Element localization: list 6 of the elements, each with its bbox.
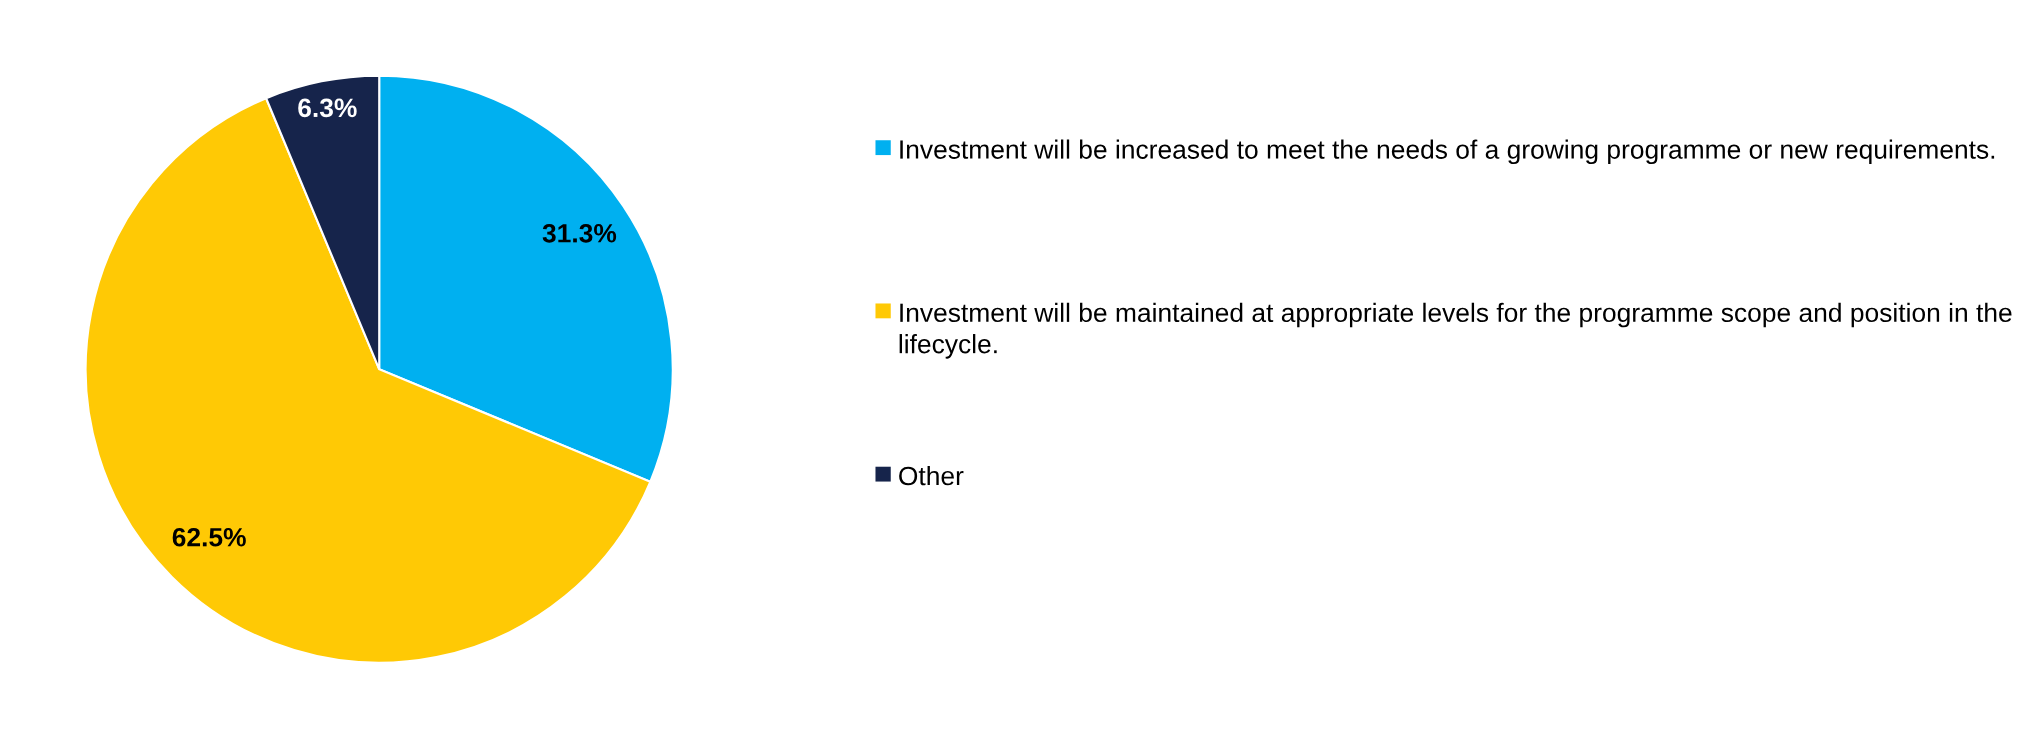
legend-label: Investment will be increased to meet the needs of a growing programme or new requirements. (900, 139, 1995, 165)
data-label: 6.3% (298, 98, 357, 118)
legend-label: Investment will be maintained at appropriate levels for the programme scope and position in the lifecycle. (899, 302, 2012, 359)
data-label: 31.3% (542, 223, 617, 243)
legend-label: Other (899, 465, 964, 486)
data-label: 62.5% (172, 527, 246, 547)
